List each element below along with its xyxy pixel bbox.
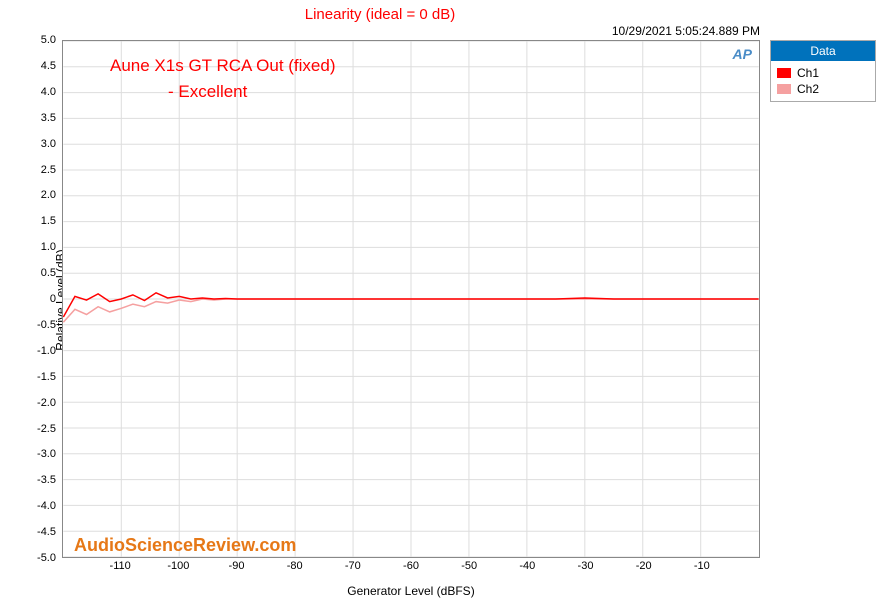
y-tick-label: 4.0	[41, 86, 56, 98]
y-tick-label: -0.5	[37, 319, 56, 331]
y-tick-label: -4.0	[37, 500, 56, 512]
legend-header: Data	[771, 41, 875, 61]
y-tick-label: -2.5	[37, 423, 56, 435]
legend-label: Ch2	[797, 82, 819, 96]
legend-item: Ch1	[777, 65, 869, 81]
x-tick-label: -100	[167, 560, 189, 572]
chart-title: Linearity (ideal = 0 dB)	[0, 6, 760, 23]
legend: Data Ch1Ch2	[770, 40, 876, 102]
y-tick-label: -3.0	[37, 448, 56, 460]
x-tick-label: -50	[461, 560, 477, 572]
x-tick-label: -60	[403, 560, 419, 572]
legend-swatch	[777, 84, 791, 94]
y-tick-label: -2.0	[37, 397, 56, 409]
timestamp: 10/29/2021 5:05:24.889 PM	[612, 24, 760, 38]
x-tick-label: -20	[636, 560, 652, 572]
y-axis-ticks: -5.0-4.5-4.0-3.5-3.0-2.5-2.0-1.5-1.0-0.5…	[30, 40, 60, 558]
x-tick-label: -90	[229, 560, 245, 572]
x-tick-label: -110	[110, 560, 131, 572]
watermark: AudioScienceReview.com	[74, 535, 296, 556]
y-tick-label: -4.5	[37, 526, 56, 538]
y-tick-label: 2.0	[41, 189, 56, 201]
legend-label: Ch1	[797, 66, 819, 80]
y-tick-label: 4.5	[41, 60, 56, 72]
legend-item: Ch2	[777, 81, 869, 97]
y-tick-label: 3.0	[41, 138, 56, 150]
x-axis-label: Generator Level (dBFS)	[62, 584, 760, 598]
y-tick-label: 2.5	[41, 164, 56, 176]
chart-svg	[63, 41, 759, 557]
y-tick-label: 5.0	[41, 34, 56, 46]
y-tick-label: 0	[50, 293, 56, 305]
y-tick-label: -1.0	[37, 345, 56, 357]
y-tick-label: -1.5	[37, 371, 56, 383]
x-tick-label: -70	[345, 560, 361, 572]
x-tick-label: -40	[519, 560, 535, 572]
legend-swatch	[777, 68, 791, 78]
legend-body: Ch1Ch2	[771, 61, 875, 101]
x-tick-label: -80	[287, 560, 303, 572]
y-tick-label: 1.5	[41, 215, 56, 227]
plot-area	[62, 40, 760, 558]
y-tick-label: 1.0	[41, 241, 56, 253]
ap-logo-icon: AP	[733, 46, 752, 62]
y-tick-label: -5.0	[37, 552, 56, 564]
y-tick-label: 3.5	[41, 112, 56, 124]
y-tick-label: -3.5	[37, 474, 56, 486]
x-tick-label: -30	[578, 560, 594, 572]
x-axis-ticks: -110 -100 -90 -80 -70 -60 -50 -40 -30 -20 -10	[62, 560, 760, 576]
x-tick-label: -10	[694, 560, 710, 572]
chart-container: Linearity (ideal = 0 dB) 10/29/2021 5:05…	[0, 0, 884, 600]
annotation-device: Aune X1s GT RCA Out (fixed)	[110, 56, 336, 76]
annotation-rating: - Excellent	[168, 82, 247, 102]
y-tick-label: 0.5	[41, 267, 56, 279]
